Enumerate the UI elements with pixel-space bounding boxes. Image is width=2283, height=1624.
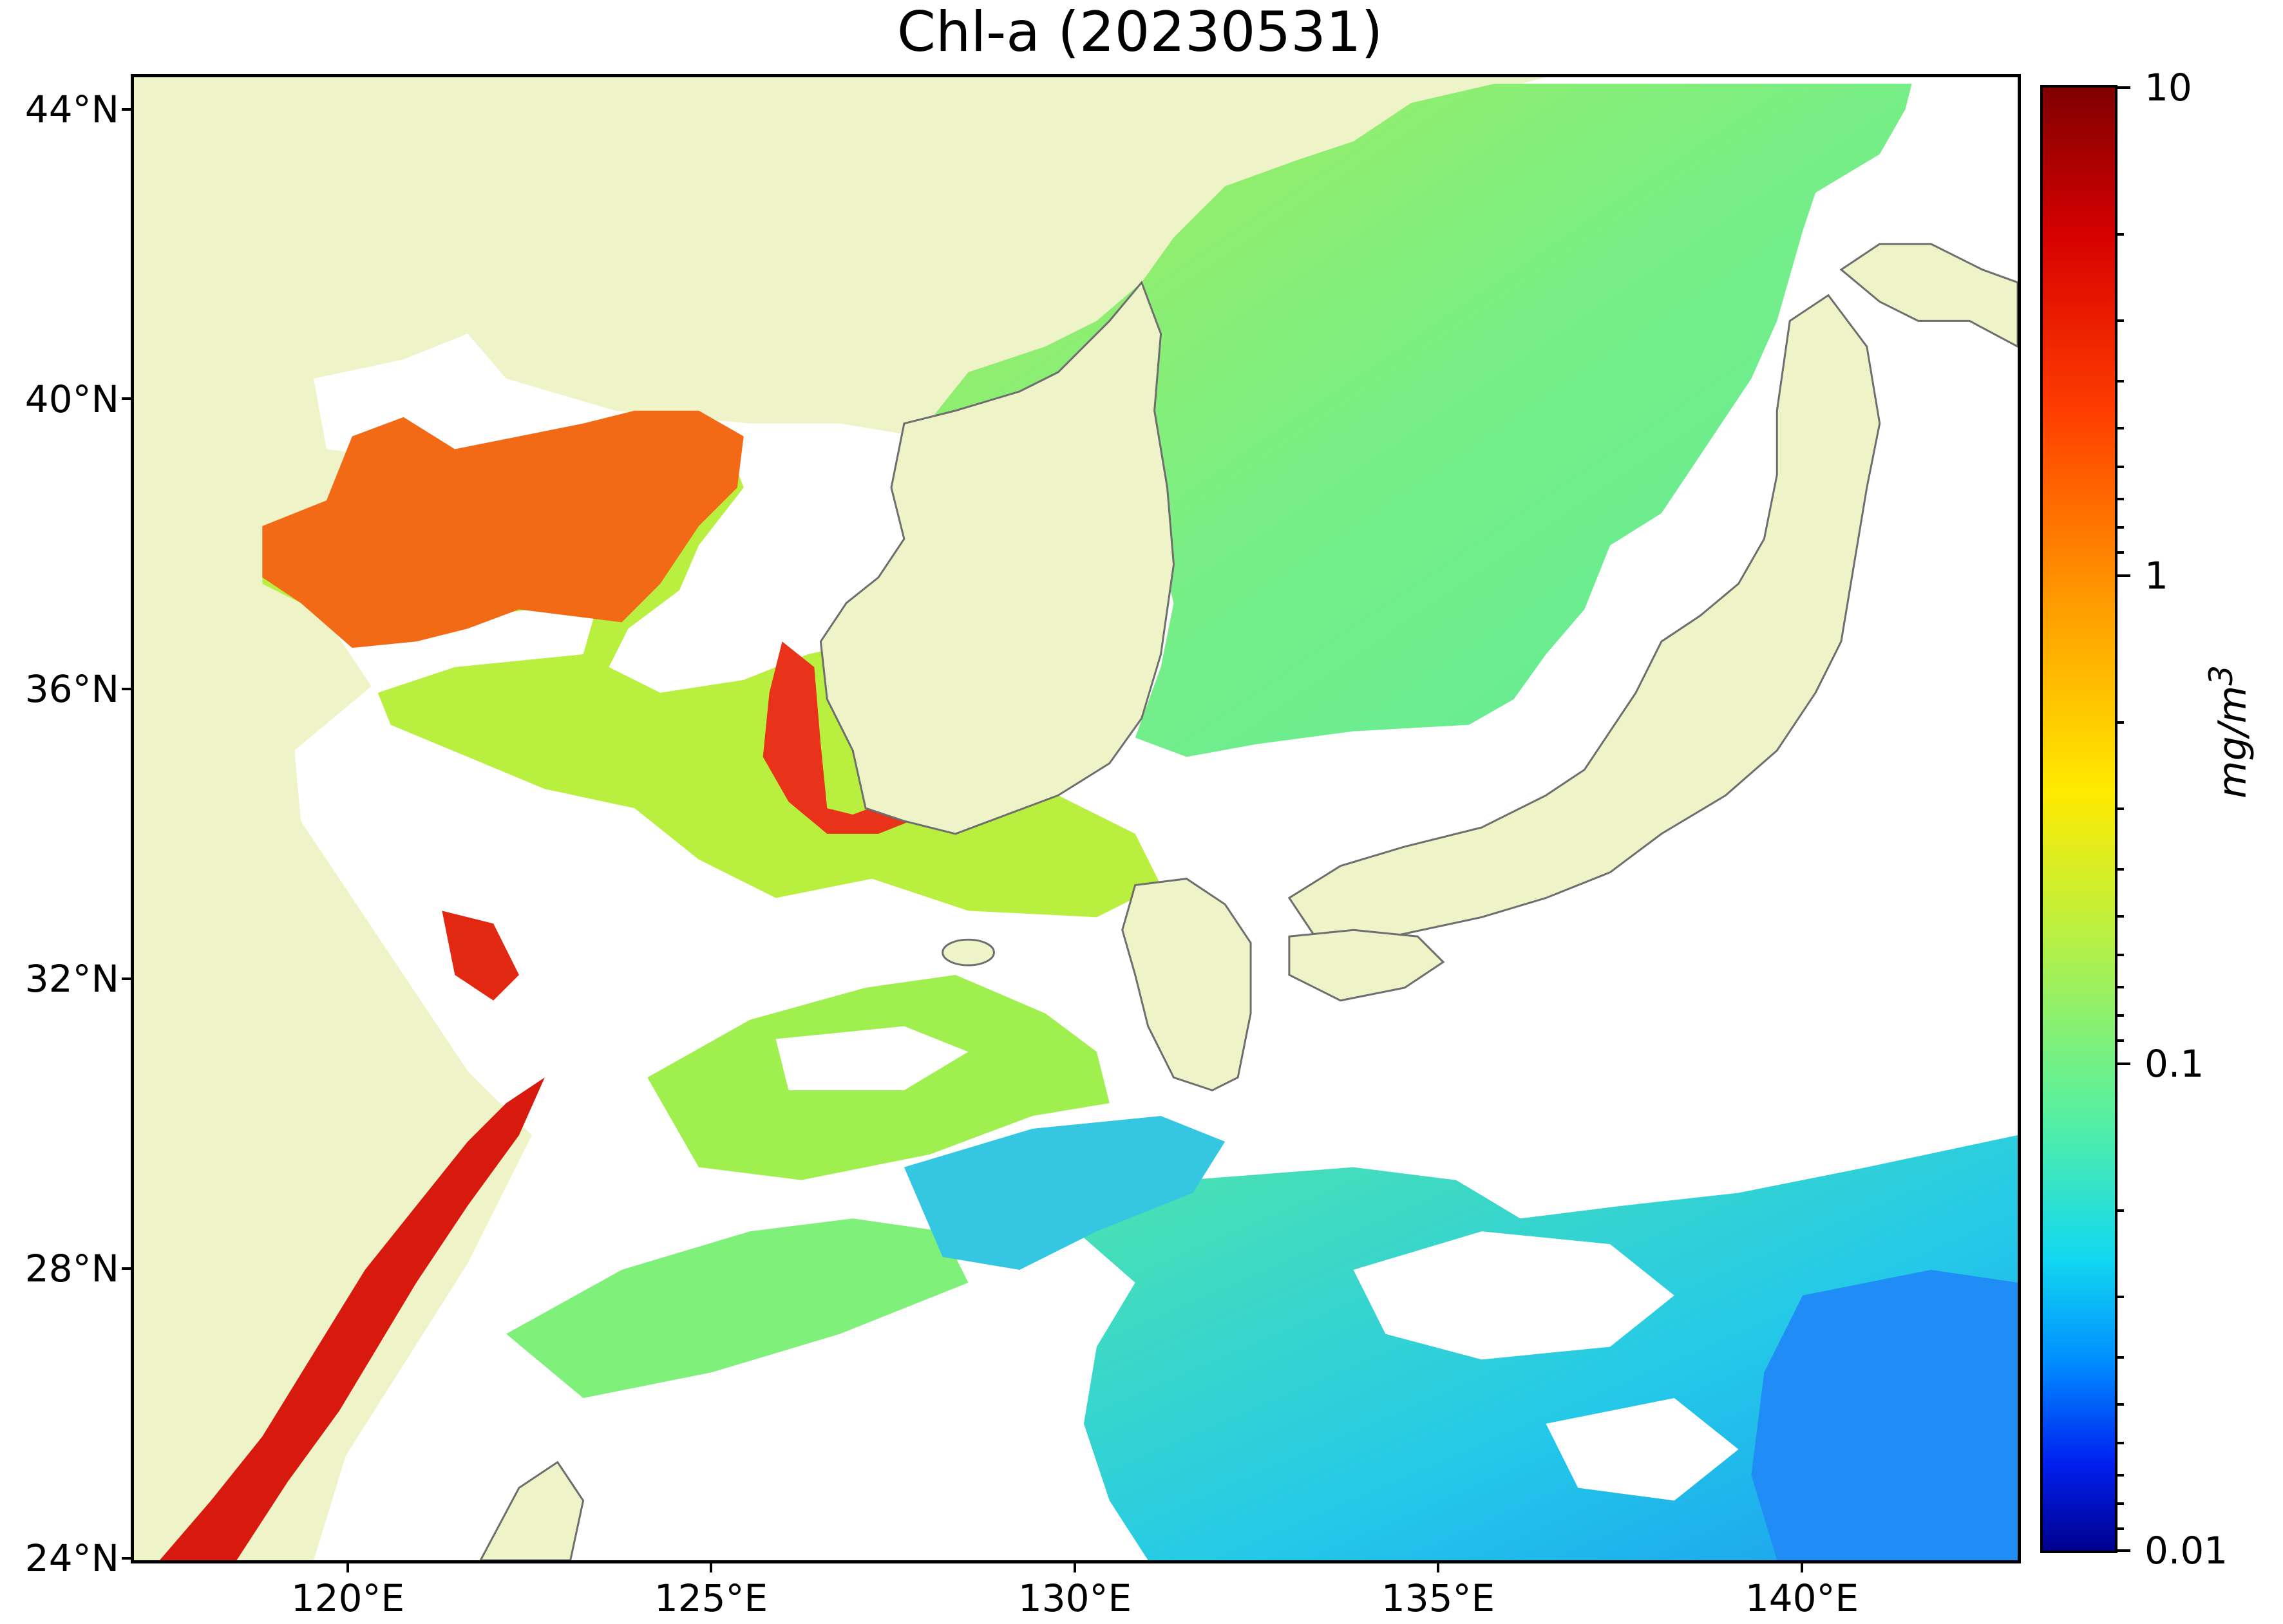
lon-tick-mark bbox=[710, 1563, 712, 1572]
hokkaido-land bbox=[1839, 243, 2018, 348]
colorbar-major-tick bbox=[2117, 86, 2130, 89]
colorbar-minor-tick bbox=[2117, 954, 2124, 956]
lat-label: 36°N bbox=[24, 667, 119, 711]
colorbar-minor-tick bbox=[2117, 427, 2124, 430]
colorbar-minor-tick bbox=[2117, 498, 2124, 500]
colorbar-major-tick bbox=[2117, 574, 2130, 577]
colorbar-minor-tick bbox=[2117, 1403, 2124, 1406]
cloud-gap-1 bbox=[775, 1026, 969, 1091]
cloud-gap-2 bbox=[1353, 1231, 1674, 1360]
chlorophyll-map bbox=[159, 77, 2018, 1560]
lon-label: 120°E bbox=[290, 1576, 405, 1620]
lon-tick-mark bbox=[1437, 1563, 1439, 1572]
colorbar-major-tick bbox=[2117, 1549, 2130, 1552]
colorbar-minor-tick bbox=[2117, 233, 2124, 236]
lat-label: 24°N bbox=[24, 1536, 119, 1580]
korea-land bbox=[819, 280, 1175, 835]
colorbar-minor-tick bbox=[2117, 868, 2124, 871]
colorbar-major-tick bbox=[2117, 1062, 2130, 1065]
colorbar-minor-tick bbox=[2117, 1527, 2124, 1530]
colorbar-minor-tick bbox=[2117, 986, 2124, 988]
colorbar-label: 0.1 bbox=[2145, 1042, 2204, 1086]
lon-tick-mark bbox=[1074, 1563, 1076, 1572]
map-panel[interactable] bbox=[131, 74, 2021, 1563]
jeju-island bbox=[942, 938, 995, 967]
east-china-sea-chl-2 bbox=[506, 1218, 969, 1399]
lon-tick-mark bbox=[346, 1563, 349, 1572]
colorbar-minor-tick bbox=[2117, 466, 2124, 468]
colorbar-minor-tick bbox=[2117, 1296, 2124, 1298]
colorbar-minor-tick bbox=[2117, 319, 2124, 322]
colorbar-minor-tick bbox=[2117, 1014, 2124, 1017]
lat-label: 28°N bbox=[24, 1247, 119, 1290]
kyushu-land bbox=[1121, 878, 1252, 1091]
lat-tick-mark bbox=[122, 397, 131, 400]
lat-tick-mark bbox=[122, 688, 131, 690]
colorbar-minor-tick bbox=[2117, 1474, 2124, 1477]
page-title: Chl-a (20230531) bbox=[896, 0, 1383, 64]
colorbar-minor-tick bbox=[2117, 380, 2124, 382]
colorbar-minor-tick bbox=[2117, 1356, 2124, 1359]
lon-label: 125°E bbox=[654, 1576, 768, 1620]
colorbar-minor-tick bbox=[2117, 551, 2124, 554]
colorbar-label: 1 bbox=[2145, 554, 2168, 598]
shikoku-land bbox=[1288, 929, 1445, 1002]
lon-label: 140°E bbox=[1745, 1576, 1859, 1620]
colorbar bbox=[2040, 85, 2117, 1553]
lat-tick-mark bbox=[122, 977, 131, 980]
colorbar-minor-tick bbox=[2117, 1502, 2124, 1505]
lon-label: 135°E bbox=[1381, 1576, 1495, 1620]
lon-tick-mark bbox=[1801, 1563, 1803, 1572]
colorbar-minor-tick bbox=[2117, 1442, 2124, 1444]
colorbar-minor-tick bbox=[2117, 1209, 2124, 1212]
colorbar-unit-label: mg/m3 bbox=[2202, 665, 2255, 798]
yangtze-high-chl bbox=[442, 911, 519, 1001]
colorbar-unit-text: mg/m3 bbox=[2202, 665, 2255, 798]
colorbar-label: 0.01 bbox=[2145, 1529, 2228, 1572]
colorbar-minor-tick bbox=[2117, 807, 2124, 810]
lat-tick-mark bbox=[122, 108, 131, 111]
colorbar-label: 10 bbox=[2145, 66, 2192, 109]
lat-label: 44°N bbox=[24, 88, 119, 131]
pacific-low-chl-core bbox=[1751, 1269, 2018, 1560]
japan-sea-chl bbox=[916, 83, 1912, 757]
lat-label: 32°N bbox=[24, 957, 119, 1001]
china-coast-high-chl bbox=[159, 1077, 545, 1560]
lat-tick-mark bbox=[122, 1267, 131, 1270]
colorbar-minor-tick bbox=[2117, 721, 2124, 724]
colorbar-minor-tick bbox=[2117, 915, 2124, 918]
lat-tick-mark bbox=[122, 1557, 131, 1560]
lat-label: 40°N bbox=[24, 377, 119, 421]
colorbar-minor-tick bbox=[2117, 526, 2124, 529]
lon-label: 130°E bbox=[1018, 1576, 1132, 1620]
cloud-gap-3 bbox=[1546, 1398, 1739, 1501]
colorbar-minor-tick bbox=[2117, 1039, 2124, 1042]
taiwan-land bbox=[479, 1460, 585, 1560]
bohai-high-chl bbox=[262, 410, 744, 648]
pacific-central-chl bbox=[904, 1115, 1226, 1270]
